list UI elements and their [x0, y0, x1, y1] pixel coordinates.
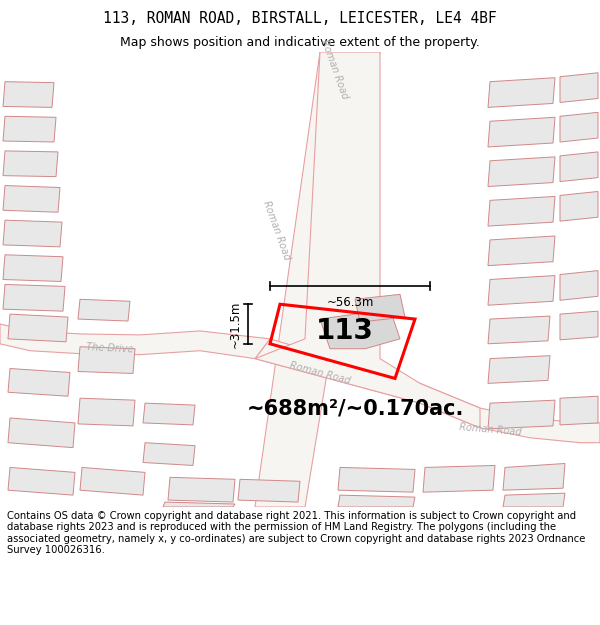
- Polygon shape: [560, 311, 598, 340]
- Polygon shape: [168, 478, 235, 502]
- Polygon shape: [488, 118, 555, 147]
- Polygon shape: [3, 284, 65, 311]
- Polygon shape: [560, 191, 598, 221]
- Text: Contains OS data © Crown copyright and database right 2021. This information is : Contains OS data © Crown copyright and d…: [7, 511, 586, 556]
- Polygon shape: [163, 502, 235, 507]
- Polygon shape: [560, 72, 598, 102]
- Polygon shape: [423, 466, 495, 492]
- Text: Roman Road: Roman Road: [262, 199, 292, 261]
- Polygon shape: [78, 347, 135, 374]
- Text: 113: 113: [316, 317, 374, 345]
- Polygon shape: [488, 400, 555, 429]
- Polygon shape: [488, 196, 555, 226]
- Polygon shape: [3, 186, 60, 213]
- Polygon shape: [8, 369, 70, 396]
- Polygon shape: [3, 116, 56, 142]
- Polygon shape: [8, 468, 75, 495]
- Text: Roman Road: Roman Road: [320, 39, 350, 101]
- Polygon shape: [143, 403, 195, 425]
- Polygon shape: [78, 398, 135, 426]
- Text: ~56.3m: ~56.3m: [326, 296, 374, 309]
- Polygon shape: [560, 271, 598, 300]
- Polygon shape: [503, 493, 565, 507]
- Polygon shape: [143, 442, 195, 466]
- Polygon shape: [338, 495, 415, 507]
- Polygon shape: [488, 276, 555, 305]
- Text: ~688m²/~0.170ac.: ~688m²/~0.170ac.: [247, 398, 464, 418]
- Polygon shape: [560, 396, 598, 425]
- Polygon shape: [0, 324, 270, 359]
- Polygon shape: [3, 220, 62, 247]
- Polygon shape: [503, 464, 565, 490]
- Polygon shape: [3, 151, 58, 177]
- Polygon shape: [488, 316, 550, 344]
- Polygon shape: [8, 418, 75, 447]
- Text: Roman Road: Roman Road: [289, 361, 352, 386]
- Polygon shape: [355, 294, 405, 322]
- Polygon shape: [8, 314, 68, 342]
- Polygon shape: [3, 82, 54, 107]
- Text: ~31.5m: ~31.5m: [229, 301, 242, 348]
- Polygon shape: [255, 339, 600, 442]
- Polygon shape: [80, 468, 145, 495]
- Text: The Drive: The Drive: [86, 342, 134, 355]
- Polygon shape: [488, 236, 555, 266]
- Polygon shape: [560, 152, 598, 182]
- Polygon shape: [488, 356, 550, 383]
- Text: Map shows position and indicative extent of the property.: Map shows position and indicative extent…: [120, 36, 480, 49]
- Polygon shape: [255, 52, 380, 507]
- Polygon shape: [78, 299, 130, 321]
- Polygon shape: [255, 52, 480, 428]
- Polygon shape: [488, 157, 555, 186]
- Text: Roman Road: Roman Road: [458, 422, 521, 437]
- Polygon shape: [338, 468, 415, 492]
- Polygon shape: [238, 479, 300, 502]
- Text: 113, ROMAN ROAD, BIRSTALL, LEICESTER, LE4 4BF: 113, ROMAN ROAD, BIRSTALL, LEICESTER, LE…: [103, 11, 497, 26]
- Polygon shape: [3, 255, 63, 281]
- Polygon shape: [560, 112, 598, 142]
- Polygon shape: [488, 78, 555, 108]
- Polygon shape: [320, 309, 400, 349]
